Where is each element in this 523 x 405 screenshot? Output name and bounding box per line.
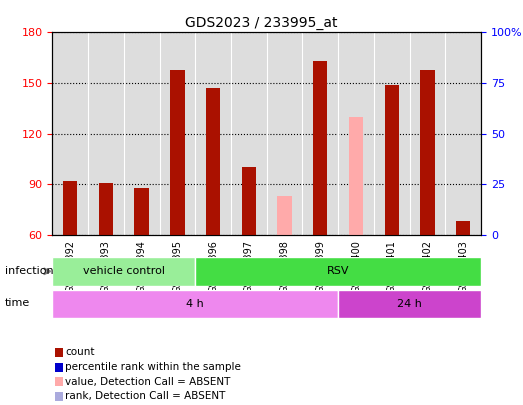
Text: count: count (65, 347, 95, 357)
Text: percentile rank within the sample: percentile rank within the sample (65, 362, 241, 372)
Text: vehicle control: vehicle control (83, 266, 165, 276)
Bar (349, 117, 363, 235)
FancyBboxPatch shape (195, 257, 481, 286)
FancyBboxPatch shape (52, 257, 195, 286)
Bar (456, 222, 471, 235)
Text: infection: infection (5, 266, 54, 275)
Bar (134, 188, 149, 235)
Point (459, 3, 468, 9)
Bar (420, 70, 435, 235)
FancyBboxPatch shape (338, 290, 481, 318)
Text: GDS2023 / 233995_at: GDS2023 / 233995_at (185, 16, 338, 30)
Bar (170, 70, 185, 235)
Bar (206, 88, 220, 235)
Bar (313, 61, 327, 235)
Bar (63, 181, 77, 235)
Bar (99, 183, 113, 235)
Bar (384, 85, 399, 235)
Point (280, 0, 289, 3)
FancyBboxPatch shape (52, 290, 338, 318)
Text: 24 h: 24 h (397, 299, 422, 309)
Bar (242, 167, 256, 235)
Bar (277, 196, 292, 235)
Text: value, Detection Call = ABSENT: value, Detection Call = ABSENT (65, 377, 231, 386)
Text: time: time (5, 298, 30, 308)
Text: 4 h: 4 h (186, 299, 204, 309)
Text: RSV: RSV (327, 266, 349, 276)
Text: rank, Detection Call = ABSENT: rank, Detection Call = ABSENT (65, 391, 226, 401)
